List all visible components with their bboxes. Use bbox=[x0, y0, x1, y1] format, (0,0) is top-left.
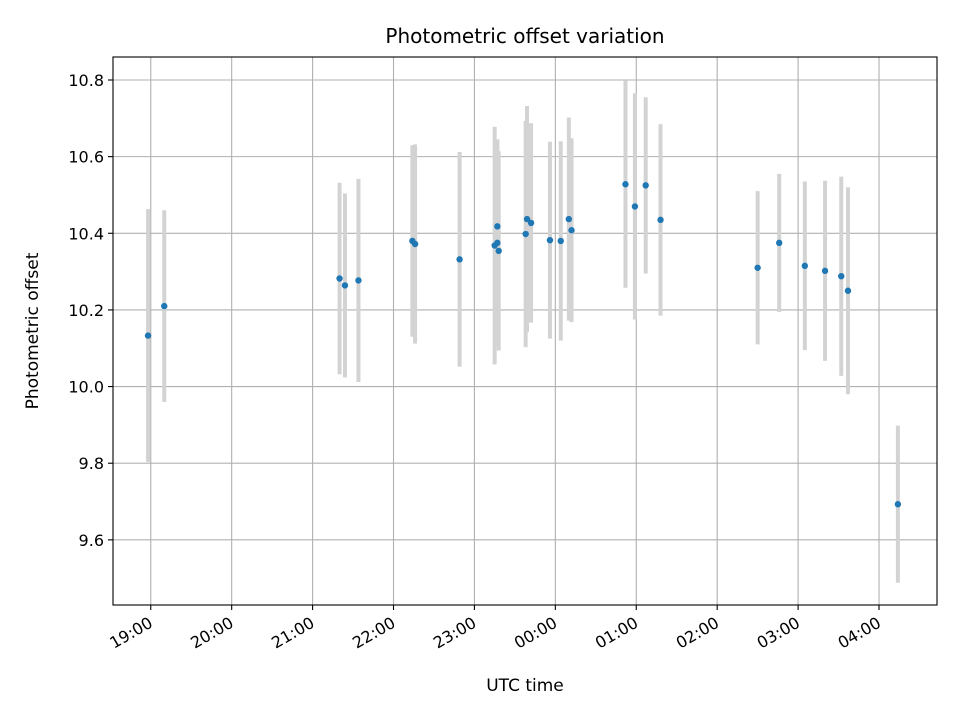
y-tick-label: 10.4 bbox=[68, 224, 104, 243]
data-point bbox=[494, 223, 501, 230]
y-tick-label: 10.6 bbox=[68, 148, 104, 167]
data-point bbox=[801, 262, 809, 270]
data-point bbox=[657, 216, 664, 224]
data-point bbox=[565, 215, 573, 223]
data-point bbox=[336, 275, 343, 282]
data-point bbox=[754, 264, 761, 271]
data-point bbox=[341, 282, 349, 289]
data-point bbox=[844, 287, 852, 294]
data-point bbox=[355, 277, 362, 284]
data-point bbox=[144, 332, 152, 339]
data-point bbox=[631, 203, 639, 210]
y-tick-label: 10.0 bbox=[68, 378, 104, 397]
data-point bbox=[411, 240, 419, 248]
data-point bbox=[557, 237, 564, 245]
data-point bbox=[161, 302, 168, 310]
data-point bbox=[622, 181, 629, 188]
data-point bbox=[642, 182, 649, 189]
data-point bbox=[494, 239, 501, 247]
plot-frame bbox=[112, 56, 938, 606]
data-point bbox=[495, 247, 502, 255]
data-point bbox=[776, 239, 783, 247]
y-axis-label: Photometric offset bbox=[23, 252, 43, 409]
data-point bbox=[456, 256, 463, 263]
grid-lines bbox=[113, 57, 937, 605]
data-point bbox=[821, 267, 829, 275]
y-tick-label: 9.8 bbox=[79, 454, 104, 473]
data-point bbox=[568, 227, 575, 234]
data-point bbox=[838, 273, 845, 280]
data-point bbox=[894, 501, 902, 508]
data-point bbox=[522, 230, 529, 238]
data-point bbox=[523, 215, 531, 223]
chart-title: Photometric offset variation bbox=[385, 24, 664, 48]
y-tick-label: 9.6 bbox=[79, 531, 104, 550]
data-points bbox=[144, 181, 902, 508]
x-axis-label: UTC time bbox=[486, 676, 564, 696]
y-tick-label: 10.8 bbox=[68, 71, 104, 90]
y-tick-label: 10.2 bbox=[68, 301, 104, 320]
data-point bbox=[546, 236, 554, 244]
data-point bbox=[527, 219, 535, 227]
y-axis-ticks: 9.6 9.8 10.0 10.2 10.4 10.6 10.8 bbox=[68, 71, 113, 550]
